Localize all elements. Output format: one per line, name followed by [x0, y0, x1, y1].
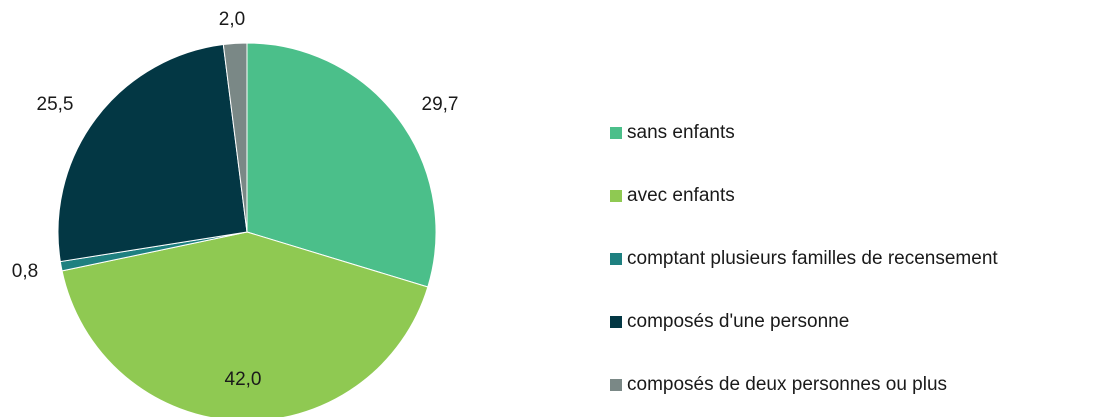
data-label: 0,8 — [12, 261, 38, 282]
data-label: 29,7 — [422, 94, 459, 115]
legend-label: composés de deux personnes ou plus — [627, 374, 947, 395]
data-label: 42,0 — [225, 369, 262, 390]
legend-swatch — [610, 127, 622, 139]
legend-swatch — [610, 379, 622, 391]
pie-slice — [61, 231, 429, 417]
legend-swatch — [610, 190, 622, 202]
legend-swatch — [610, 316, 622, 328]
legend-label: sans enfants — [627, 122, 735, 143]
legend-label: avec enfants — [627, 185, 735, 206]
data-label: 25,5 — [37, 94, 74, 115]
legend-label: comptant plusieurs familles de recenseme… — [627, 248, 998, 269]
data-label: 2,0 — [219, 9, 245, 30]
pie-slice — [57, 43, 248, 263]
legend-swatch — [610, 253, 622, 265]
pie-slice — [246, 42, 437, 288]
pie-slice — [222, 42, 248, 233]
legend-label: composés d'une personne — [627, 311, 849, 332]
